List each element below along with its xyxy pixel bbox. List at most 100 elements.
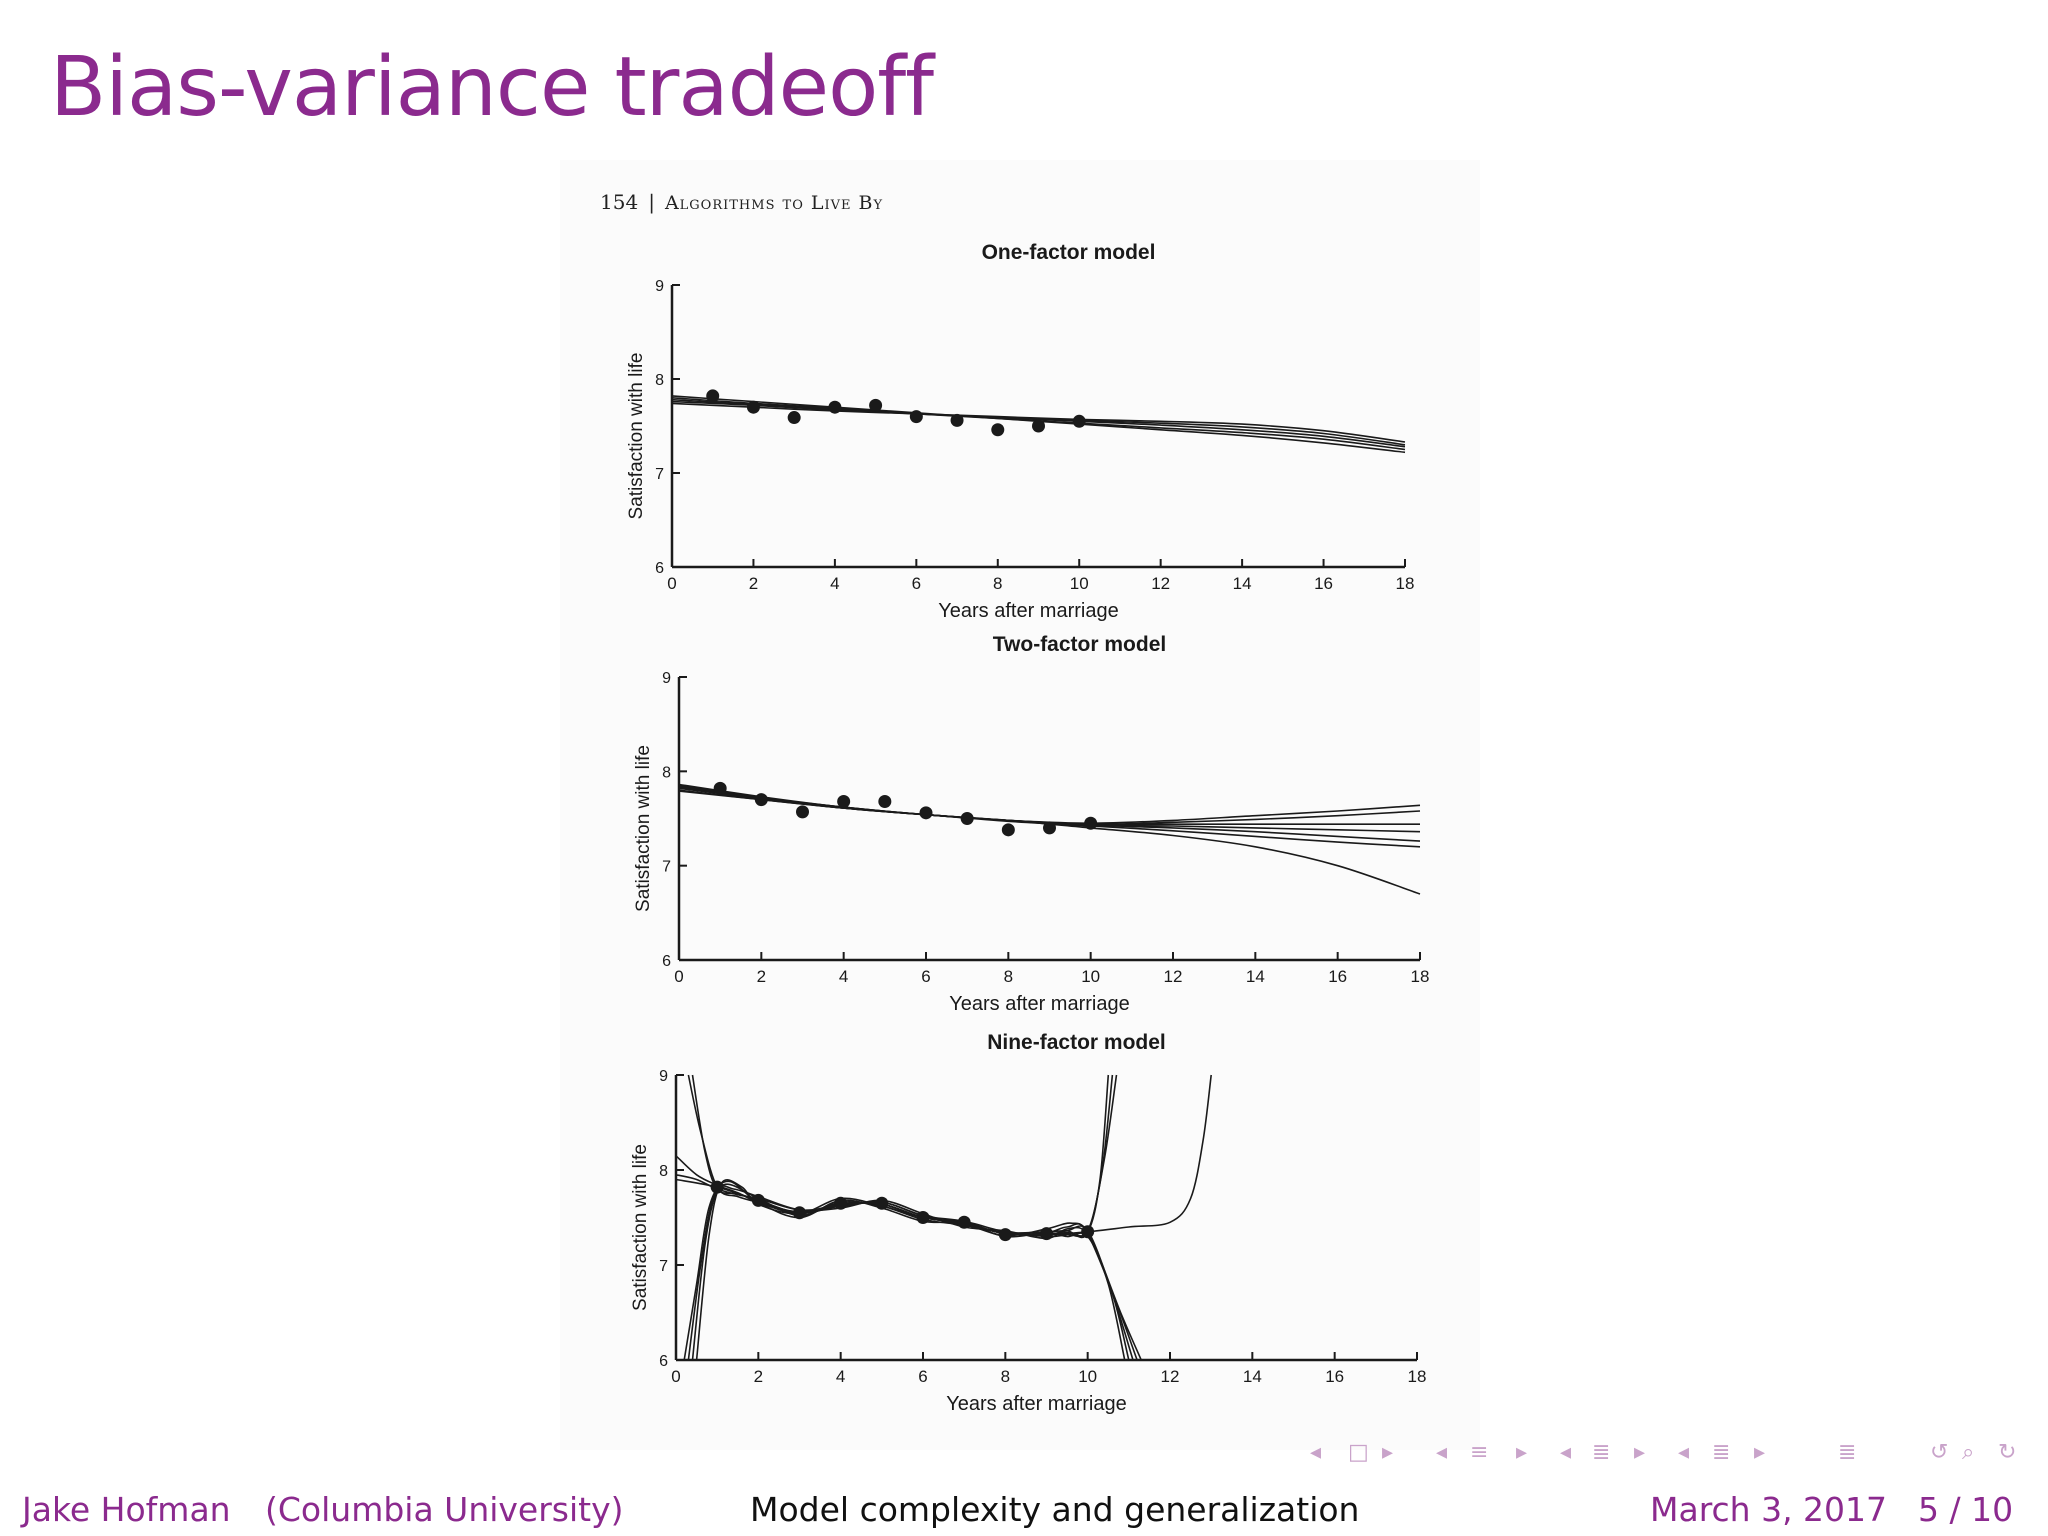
footer-author: Jake Hofman <box>22 1490 231 1529</box>
chart-title: Two-factor model <box>993 633 1166 656</box>
data-point <box>909 410 923 424</box>
footer-page-number: 5 / 10 <box>1918 1490 2014 1529</box>
x-tick-label: 14 <box>1233 574 1252 593</box>
x-tick-label: 0 <box>671 1367 680 1386</box>
data-point <box>1043 821 1056 835</box>
footer-date: March 3, 2017 <box>1650 1490 1888 1529</box>
book-page-number: 154 <box>600 190 639 214</box>
chart-title: One-factor model <box>982 241 1156 264</box>
x-tick-label: 18 <box>1396 574 1415 593</box>
book-page-header: 154 | Algorithms to Live By <box>600 190 883 214</box>
y-axis-label: Satisfaction with life <box>633 745 654 912</box>
y-axis-label: Satisfaction with life <box>630 1144 651 1311</box>
section-icon[interactable]: ≣ <box>1592 1440 1611 1465</box>
fit-curves <box>678 783 1421 895</box>
x-tick-label: 8 <box>1004 967 1013 986</box>
x-tick-label: 10 <box>1070 574 1089 593</box>
outline-icon[interactable]: ≣ <box>1712 1440 1731 1465</box>
x-tick-label: 4 <box>836 1367 845 1386</box>
undo-icon[interactable]: ↺ <box>1930 1440 1949 1465</box>
data-point <box>834 1196 848 1210</box>
data-point <box>706 389 720 403</box>
y-tick-label: 7 <box>655 466 664 483</box>
data-point <box>837 795 851 809</box>
x-tick-label: 12 <box>1161 1367 1180 1386</box>
x-tick-label: 8 <box>1001 1367 1010 1386</box>
redo-icon[interactable]: ↻ <box>1998 1440 2017 1465</box>
fit-curves <box>675 1074 1212 1360</box>
fit-line <box>678 785 1420 826</box>
x-tick-label: 18 <box>1411 967 1430 986</box>
arrow-right-icon[interactable]: ▸ <box>1382 1440 1394 1465</box>
fit-line <box>675 1074 1212 1236</box>
x-tick-label: 0 <box>667 574 676 593</box>
x-tick-label: 12 <box>1151 574 1170 593</box>
data-point <box>1040 1227 1053 1241</box>
x-axis-label: Years after marriage <box>949 993 1129 1015</box>
chart-panel-2: Two-factor model 6 7 8 9 0 2 4 6 8 10 12 14 16 18 Years… <box>633 633 1429 1015</box>
fit-line <box>678 790 1421 848</box>
data-point <box>998 1228 1012 1242</box>
beamer-navigation: ◂ □ ▸ ◂ ≡ ▸ ◂ ≣ ▸ ◂ ≣ ▸ ≣ ↺ ⌕ ↻ <box>1310 1440 2030 1476</box>
arrow-left-icon[interactable]: ◂ <box>1436 1440 1448 1465</box>
arrow-right-icon[interactable]: ▸ <box>1754 1440 1766 1465</box>
data-point <box>1072 414 1086 428</box>
arrow-right-icon[interactable]: ▸ <box>1516 1440 1528 1465</box>
fit-line <box>683 1074 1118 1360</box>
x-tick-label: 2 <box>757 967 766 986</box>
x-tick-label: 16 <box>1325 1367 1344 1386</box>
y-tick-label: 7 <box>659 1258 668 1275</box>
y-tick-label: 9 <box>659 1068 668 1085</box>
x-tick-label: 16 <box>1328 967 1347 986</box>
x-axis-label: Years after marriage <box>946 1393 1126 1415</box>
x-tick-label: 6 <box>912 574 921 593</box>
chart-panel-3: Nine-factor model 6 7 8 9 0 2 4 6 8 10 12 14 16 18 Year… <box>630 1031 1426 1415</box>
data-point <box>1081 1225 1095 1239</box>
x-tick-label: 14 <box>1246 967 1265 986</box>
y-tick-label: 6 <box>662 953 671 970</box>
outline-icon[interactable]: ≣ <box>1838 1440 1857 1465</box>
data-point <box>1032 419 1045 433</box>
data-point <box>919 806 933 820</box>
x-tick-label: 4 <box>839 967 848 986</box>
data-point <box>869 398 883 412</box>
book-running-head: Algorithms to Live By <box>664 192 884 214</box>
search-icon[interactable]: ⌕ <box>1962 1440 1975 1465</box>
fit-line <box>675 1174 1134 1360</box>
frame-icon[interactable]: □ <box>1348 1440 1369 1465</box>
y-axis-label: Satisfaction with life <box>626 353 647 520</box>
fit-line <box>695 1179 1138 1360</box>
x-tick-label: 2 <box>754 1367 763 1386</box>
data-point <box>878 795 892 809</box>
x-tick-label: 6 <box>918 1367 927 1386</box>
data-point <box>828 400 842 414</box>
x-tick-label: 10 <box>1081 967 1100 986</box>
data-point <box>960 812 974 825</box>
header-separator: | <box>648 190 655 214</box>
y-tick-label: 9 <box>662 670 671 687</box>
x-tick-label: 8 <box>993 574 1002 593</box>
data-point <box>710 1180 724 1194</box>
data-point <box>751 1193 765 1207</box>
slide-footer: Jake Hofman (Columbia University) Model … <box>0 1490 2048 1530</box>
y-tick-label: 6 <box>659 1353 668 1370</box>
arrow-left-icon[interactable]: ◂ <box>1310 1440 1322 1465</box>
arrow-right-icon[interactable]: ▸ <box>1634 1440 1646 1465</box>
chart-panel-1: One-factor model 6 7 8 9 0 2 4 6 8 10 12 14 16 18 Years… <box>626 241 1414 622</box>
y-tick-label: 8 <box>655 372 664 389</box>
x-tick-label: 16 <box>1314 574 1333 593</box>
data-point <box>796 805 809 819</box>
y-tick-label: 6 <box>655 560 664 577</box>
x-tick-label: 12 <box>1164 967 1183 986</box>
footer-institution: (Columbia University) <box>265 1490 624 1529</box>
slide-title: Bias-variance tradeoff <box>50 40 934 135</box>
fit-line <box>671 402 1406 443</box>
arrow-left-icon[interactable]: ◂ <box>1560 1440 1572 1465</box>
data-point <box>787 411 801 425</box>
subsection-icon[interactable]: ≡ <box>1470 1440 1489 1465</box>
arrow-left-icon[interactable]: ◂ <box>1678 1440 1690 1465</box>
data-point <box>713 781 727 795</box>
fit-line <box>671 400 1406 446</box>
x-tick-label: 14 <box>1243 1367 1262 1386</box>
